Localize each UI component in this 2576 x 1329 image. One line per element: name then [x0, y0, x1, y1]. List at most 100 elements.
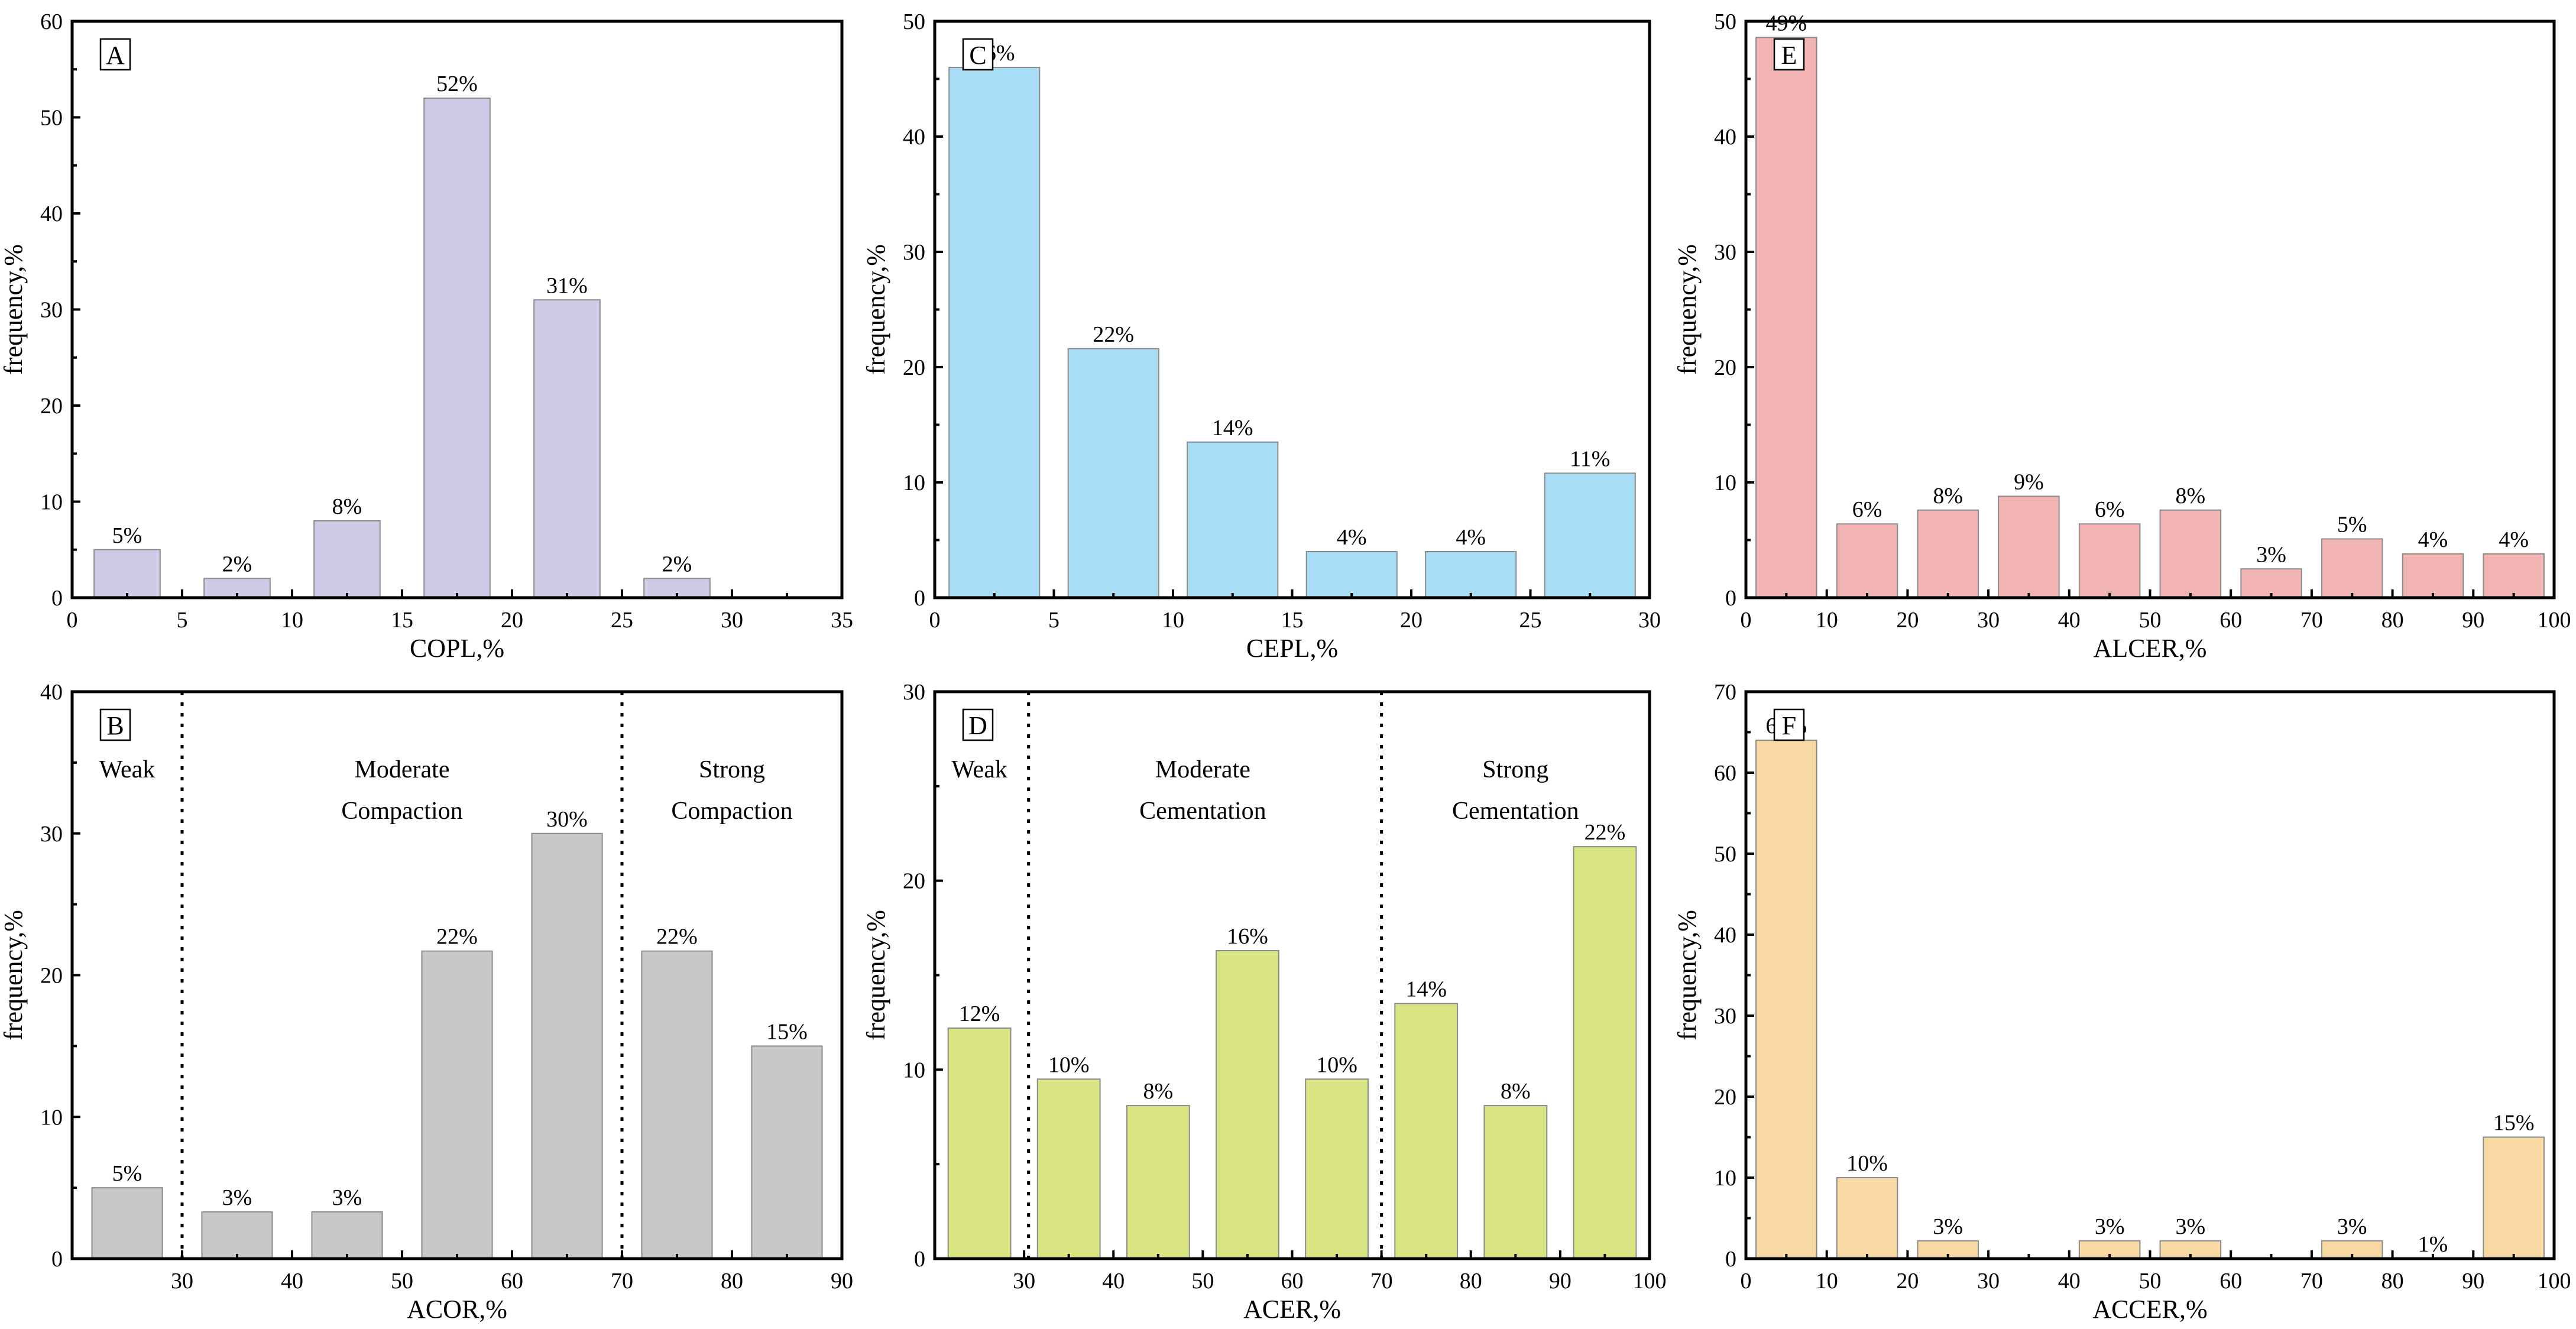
bar	[1998, 495, 2060, 599]
panel-letter-box	[962, 38, 994, 71]
panel-letter-box	[962, 708, 994, 741]
x-axis-label: COPL,%	[410, 634, 504, 663]
data-label: 4%	[2418, 527, 2448, 552]
y-axis-label: frequency,%	[861, 244, 890, 375]
bar	[1126, 1105, 1190, 1259]
bar	[533, 299, 601, 598]
x-tick-label: 10	[281, 608, 303, 633]
data-label: 3%	[1933, 1214, 1963, 1239]
zone-label: Strong	[1482, 756, 1548, 783]
data-label: 5%	[112, 523, 142, 548]
zone-label: Compaction	[671, 798, 792, 825]
x-tick-label: 20	[1400, 608, 1423, 633]
bar	[641, 950, 713, 1260]
data-label: 22%	[436, 925, 478, 949]
x-tick-label: 70	[611, 1269, 633, 1294]
data-label: 1%	[2418, 1232, 2448, 1257]
data-label: 2%	[662, 552, 692, 577]
data-label: 10%	[1048, 1052, 1090, 1077]
y-tick-label: 40	[1714, 923, 1736, 948]
data-label: 22%	[1093, 322, 1134, 347]
x-tick-label: 100	[1633, 1269, 1667, 1294]
x-tick-label: 20	[1896, 1269, 1919, 1294]
bar	[947, 1027, 1012, 1260]
y-tick-label: 10	[903, 471, 925, 495]
y-tick-label: 40	[40, 202, 63, 226]
bar	[751, 1045, 823, 1259]
x-tick-label: 5	[1048, 608, 1059, 633]
x-tick-label: 70	[2300, 1269, 2323, 1294]
panel-letter-box	[1773, 38, 1805, 71]
y-tick-label: 60	[40, 9, 63, 34]
panel-letter: B	[106, 711, 124, 740]
y-tick-label: 20	[903, 355, 925, 380]
data-label: 3%	[2095, 1214, 2125, 1239]
x-axis-label: CEPL,%	[1246, 634, 1338, 663]
bar	[1836, 523, 1898, 599]
y-tick-label: 0	[51, 586, 63, 611]
x-tick-label: 25	[611, 608, 633, 633]
x-tick-label: 30	[1977, 1269, 2000, 1294]
panel-c: 46%22%14%4% 4%11%0 5 10 15 20 25 3001020304050C…	[861, 9, 1661, 663]
panel-b: 5% 3% 3% 22% 30% 22% 15% Weak Moderate Compaction…	[0, 680, 853, 1324]
data-label: 8%	[332, 494, 362, 519]
y-tick-label: 40	[40, 680, 63, 705]
y-tick-label: 10	[1714, 1166, 1736, 1191]
y-tick-label: 0	[51, 1247, 63, 1272]
x-tick-label: 10	[1816, 1269, 1838, 1294]
bar	[2483, 1136, 2545, 1259]
y-tick-label: 10	[1714, 471, 1736, 495]
x-tick-label: 70	[1370, 1269, 1393, 1294]
panel-letter-box	[99, 38, 131, 71]
y-tick-label: 20	[40, 394, 63, 419]
data-label: 2%	[222, 552, 252, 577]
data-label: 3%	[2176, 1214, 2206, 1239]
data-label: 52%	[436, 72, 478, 96]
data-label: 15%	[2493, 1111, 2535, 1136]
x-tick-label: 40	[281, 1269, 303, 1294]
data-label: 3%	[332, 1185, 362, 1210]
x-tick-label: 10	[1816, 608, 1838, 633]
bar	[423, 98, 491, 598]
x-tick-label: 30	[1638, 608, 1661, 633]
y-tick-label: 50	[1714, 9, 1736, 34]
bar	[421, 950, 493, 1260]
data-label: 3%	[2337, 1214, 2367, 1239]
data-label: 8%	[1501, 1079, 1531, 1104]
bar	[313, 520, 381, 598]
bar	[1573, 846, 1637, 1260]
y-tick-label: 50	[40, 106, 63, 131]
data-label: 9%	[2014, 469, 2044, 494]
x-tick-label: 40	[2058, 1269, 2081, 1294]
y-tick-label: 50	[1714, 842, 1736, 867]
bar	[93, 549, 161, 598]
x-tick-label: 30	[721, 608, 743, 633]
x-tick-label: 80	[2381, 1269, 2404, 1294]
zone-label: Cementation	[1452, 798, 1579, 825]
panel-letter-box	[1773, 708, 1805, 741]
x-tick-label: 70	[2300, 608, 2323, 633]
zone-label: Cementation	[1139, 798, 1266, 825]
x-tick-label: 100	[2538, 608, 2571, 633]
data-label: 14%	[1405, 977, 1447, 1001]
data-label: 22%	[656, 925, 698, 949]
bar	[311, 1211, 383, 1260]
x-axis-label: ALCER,%	[2094, 634, 2207, 663]
y-tick-label: 0	[1725, 586, 1736, 611]
x-tick-label: 90	[2462, 608, 2484, 633]
x-tick-label: 20	[1896, 608, 1919, 633]
x-tick-label: 80	[2381, 608, 2404, 633]
bar	[2078, 523, 2141, 599]
zone-label: Moderate	[355, 756, 450, 783]
x-tick-label: 30	[1977, 608, 2000, 633]
bar	[1425, 551, 1517, 598]
y-tick-label: 10	[40, 1105, 63, 1130]
panel-d: 12% 10% 8% 16% 10% 14% 8% 22% Weak Moderate Cement…	[861, 680, 1667, 1324]
x-tick-label: 35	[831, 608, 853, 633]
panel-letter: D	[968, 711, 987, 740]
y-axis-label: frequency,%	[861, 910, 890, 1040]
x-tick-label: 90	[2462, 1269, 2484, 1294]
bar	[1755, 37, 1817, 599]
data-label: 31%	[546, 273, 588, 298]
data-label: 14%	[1212, 416, 1253, 440]
